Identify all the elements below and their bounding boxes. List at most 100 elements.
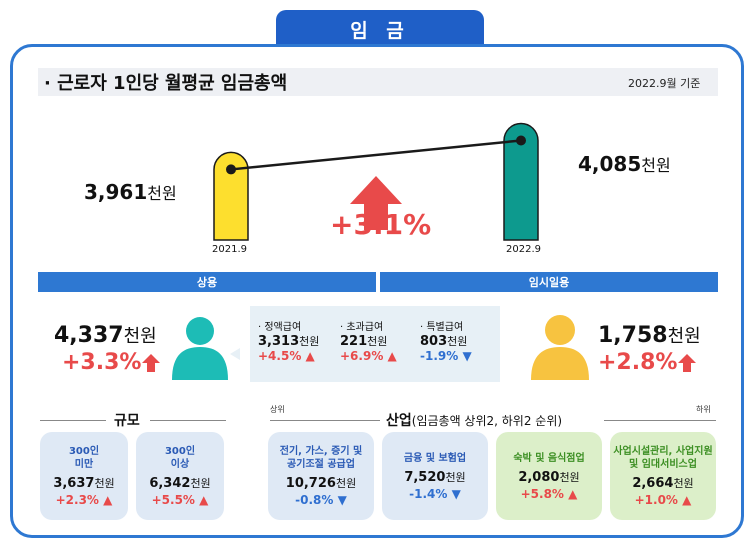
component-number: 3,313 — [258, 334, 300, 349]
up-arrow-icon: ▲ — [682, 493, 692, 507]
component-value: 221천원 — [340, 333, 397, 349]
industry-tile-accommodation: 숙박 및 음식점업 2,080천원 +5.8% ▲ — [496, 432, 602, 520]
regular-value: 4,337천원 — [54, 322, 157, 348]
tile-label: 숙박 및 음식점업 — [513, 452, 585, 464]
tile-number: 2,664 — [632, 476, 674, 491]
tile-number: 7,520 — [404, 469, 446, 485]
industry-subtitle: (임금총액 상위2, 하위2 순위) — [411, 414, 563, 428]
wage-chart — [213, 122, 539, 241]
tile-label: 공기조절 공급업 — [287, 459, 355, 470]
scale-title: 규모 — [114, 413, 140, 429]
regular-value-number: 4,337 — [54, 323, 124, 348]
tile-label: 금융 및 보험업 — [403, 452, 467, 464]
component-number: 221 — [340, 334, 368, 349]
value-2021-number: 3,961 — [84, 180, 148, 204]
component-overtime: · 초과급여 221천원 +6.9% ▲ — [340, 318, 397, 363]
industry-tile-business-support: 사업시설관리, 사업지원 및 임대서비스업 2,664천원 +1.0% ▲ — [610, 432, 716, 520]
top-tag: 상위 — [270, 405, 285, 414]
scale-tile-over300: 300인 이상 6,342천원 +5.5% ▲ — [136, 432, 224, 520]
person-regular-icon — [172, 317, 240, 380]
industry-tile-finance: 금융 및 보험업 7,520천원 -1.4% ▼ — [382, 432, 488, 520]
component-change: +6.9% ▲ — [340, 349, 397, 363]
divider — [150, 420, 226, 421]
temporary-change-text: +2.8% — [598, 350, 678, 375]
regular-components-box — [250, 306, 500, 382]
value-2021: 3,961천원 — [84, 180, 177, 204]
down-arrow-icon: ▼ — [451, 486, 461, 501]
point-2021 — [226, 164, 236, 175]
up-arrow-icon: ▲ — [387, 349, 397, 363]
tile-label: 및 임대서비스업 — [629, 459, 697, 470]
up-arrow-icon: ▲ — [199, 493, 209, 507]
up-arrow-icon: ▲ — [568, 486, 578, 501]
tile-change-text: -1.4% — [409, 486, 448, 501]
tile-unit: 천원 — [94, 477, 115, 490]
tile-value: 10,726천원 — [286, 475, 356, 491]
component-label: · 특별급여 — [420, 322, 464, 333]
component-change-text: +4.5% — [258, 349, 302, 363]
value-2022-number: 4,085 — [578, 152, 642, 176]
industry-heading: 산업(임금총액 상위2, 하위2 순위) — [386, 410, 562, 430]
regular-change-text: +3.3% — [62, 350, 142, 375]
up-arrow-icon — [678, 353, 697, 372]
tile-change: +2.3% ▲ — [56, 493, 113, 507]
tile-value: 6,342천원 — [149, 475, 210, 491]
tile-change-text: -0.8% — [295, 493, 334, 507]
tile-value: 2,664천원 — [632, 475, 693, 491]
temporary-change: +2.8% — [598, 350, 697, 375]
component-value: 3,313천원 — [258, 333, 319, 349]
tile-label: 전기, 가스, 증기 및 — [279, 446, 363, 457]
tile-change: -0.8% ▼ — [295, 493, 347, 507]
reference-date: 2022.9월 기준 — [628, 77, 701, 90]
tile-value: 3,637천원 — [53, 475, 114, 491]
tile-label: 이상 — [170, 459, 190, 470]
tile-value: 7,520천원 — [404, 469, 465, 485]
component-label: · 정액급여 — [258, 322, 302, 333]
tile-label: 300인 — [68, 446, 100, 457]
up-arrow-icon: ▲ — [305, 349, 315, 363]
bar-2022 — [503, 122, 539, 241]
component-change-text: -1.9% — [420, 349, 459, 363]
tile-number: 10,726 — [285, 476, 336, 491]
component-unit: 천원 — [299, 335, 320, 348]
tile-unit: 천원 — [190, 477, 211, 490]
label-2022: 2022.9 — [506, 244, 541, 255]
component-change-text: +6.9% — [340, 349, 384, 363]
industry-title: 산업 — [386, 413, 412, 429]
section-header-bar — [38, 68, 718, 96]
value-2022: 4,085천원 — [578, 152, 671, 176]
person-temporary-icon — [531, 315, 589, 380]
tile-unit: 천원 — [445, 470, 466, 484]
up-arrow-icon — [142, 353, 161, 372]
tile-change: -1.4% ▼ — [409, 487, 461, 501]
tile-change-text: +5.5% — [151, 493, 195, 507]
value-2022-unit: 천원 — [641, 156, 671, 175]
component-value: 803천원 — [420, 333, 472, 349]
tile-change: +5.8% ▲ — [521, 487, 578, 501]
regular-change: +3.3% — [62, 350, 161, 375]
component-label: · 초과급여 — [340, 322, 384, 333]
tile-label: 300인 — [164, 446, 196, 457]
section-title: · 근로자 1인당 월평균 임금총액 — [44, 73, 288, 94]
tile-change-text: +1.0% — [634, 493, 678, 507]
component-change: +4.5% ▲ — [258, 349, 319, 363]
tile-change: +1.0% ▲ — [635, 493, 692, 507]
tile-unit: 천원 — [559, 470, 580, 484]
tile-number: 3,637 — [53, 476, 95, 491]
tile-number: 2,080 — [518, 469, 560, 485]
bottom-tag: 하위 — [696, 405, 711, 414]
temporary-value: 1,758천원 — [598, 322, 701, 348]
tile-unit: 천원 — [673, 477, 694, 490]
up-arrow-icon: ▲ — [103, 493, 113, 507]
label-2021: 2021.9 — [212, 244, 247, 255]
band-regular: 상용 — [38, 272, 376, 292]
component-unit: 천원 — [447, 335, 468, 348]
component-change: -1.9% ▼ — [420, 349, 472, 363]
value-2021-unit: 천원 — [147, 184, 177, 203]
down-arrow-icon: ▼ — [462, 349, 472, 363]
tile-change-text: +5.8% — [520, 486, 564, 501]
temporary-value-unit: 천원 — [667, 326, 701, 347]
scale-tile-under300: 300인 미만 3,637천원 +2.3% ▲ — [40, 432, 128, 520]
up-arrow-icon — [350, 176, 402, 230]
component-unit: 천원 — [367, 335, 388, 348]
